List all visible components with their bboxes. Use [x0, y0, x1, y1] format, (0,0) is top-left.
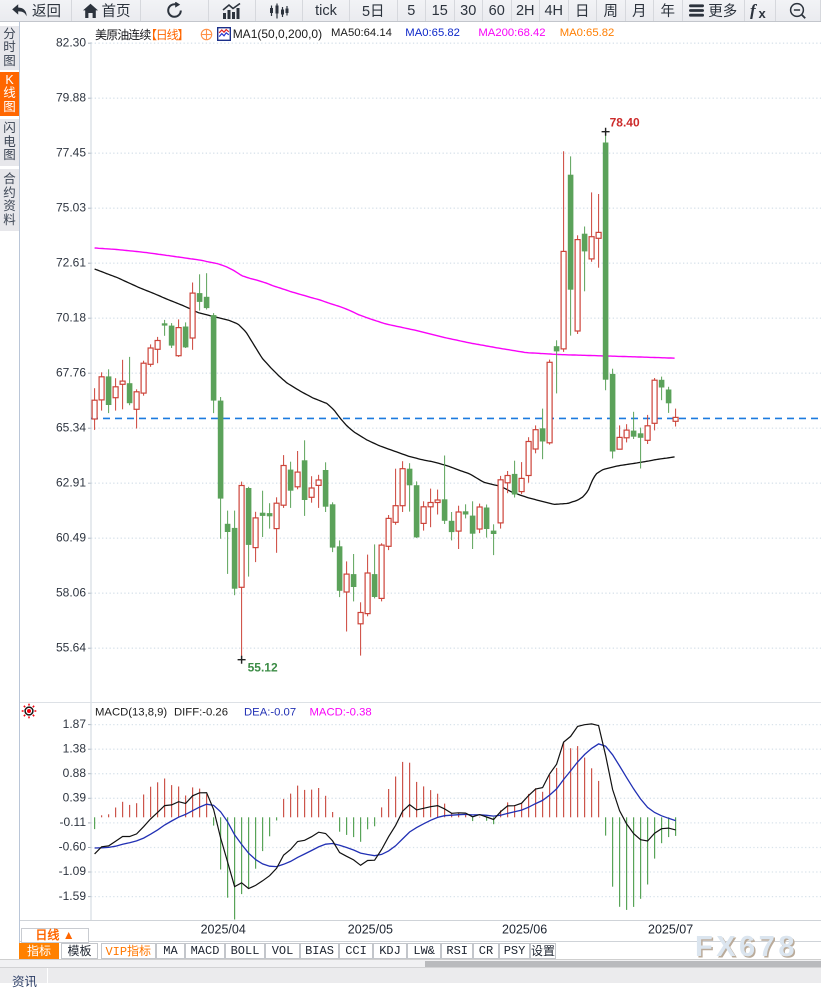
svg-text:72.61: 72.61 [56, 255, 86, 269]
svg-text:DEA:-0.07: DEA:-0.07 [244, 707, 296, 719]
svg-text:MACD:-0.38: MACD:-0.38 [310, 707, 372, 719]
svg-text:2025/05: 2025/05 [348, 923, 393, 937]
svg-text:1.38: 1.38 [63, 741, 87, 755]
svg-text:79.88: 79.88 [56, 90, 86, 104]
svg-text:82.30: 82.30 [56, 35, 86, 49]
svg-text:f: f [750, 2, 758, 19]
svg-text:-1.59: -1.59 [59, 889, 87, 903]
svg-text:MACD(13,8,9): MACD(13,8,9) [95, 707, 167, 719]
svg-text:55.12: 55.12 [248, 661, 278, 675]
svg-text:x: x [759, 6, 767, 19]
svg-text:2025/04: 2025/04 [201, 923, 246, 937]
svg-text:75.03: 75.03 [56, 200, 86, 214]
svg-text:DIFF:-0.26: DIFF:-0.26 [174, 707, 228, 719]
svg-text:FX678: FX678 [695, 931, 798, 963]
svg-text:2025/07: 2025/07 [648, 923, 693, 937]
svg-text:62.91: 62.91 [56, 475, 86, 489]
svg-text:1.87: 1.87 [63, 717, 87, 731]
svg-text:58.06: 58.06 [56, 585, 86, 599]
svg-text:77.45: 77.45 [56, 145, 86, 159]
svg-text:70.18: 70.18 [56, 310, 86, 324]
svg-text:-0.60: -0.60 [59, 840, 87, 854]
svg-text:-0.11: -0.11 [60, 815, 87, 829]
svg-text:-1.09: -1.09 [59, 864, 87, 878]
svg-text:65.34: 65.34 [56, 420, 86, 434]
svg-text:55.64: 55.64 [56, 640, 86, 654]
svg-text:0.39: 0.39 [63, 791, 87, 805]
svg-text:67.76: 67.76 [56, 365, 86, 379]
svg-text:60.49: 60.49 [56, 530, 86, 544]
svg-text:2025/06: 2025/06 [502, 923, 547, 937]
svg-text:78.40: 78.40 [610, 116, 640, 130]
svg-text:0.88: 0.88 [63, 766, 87, 780]
